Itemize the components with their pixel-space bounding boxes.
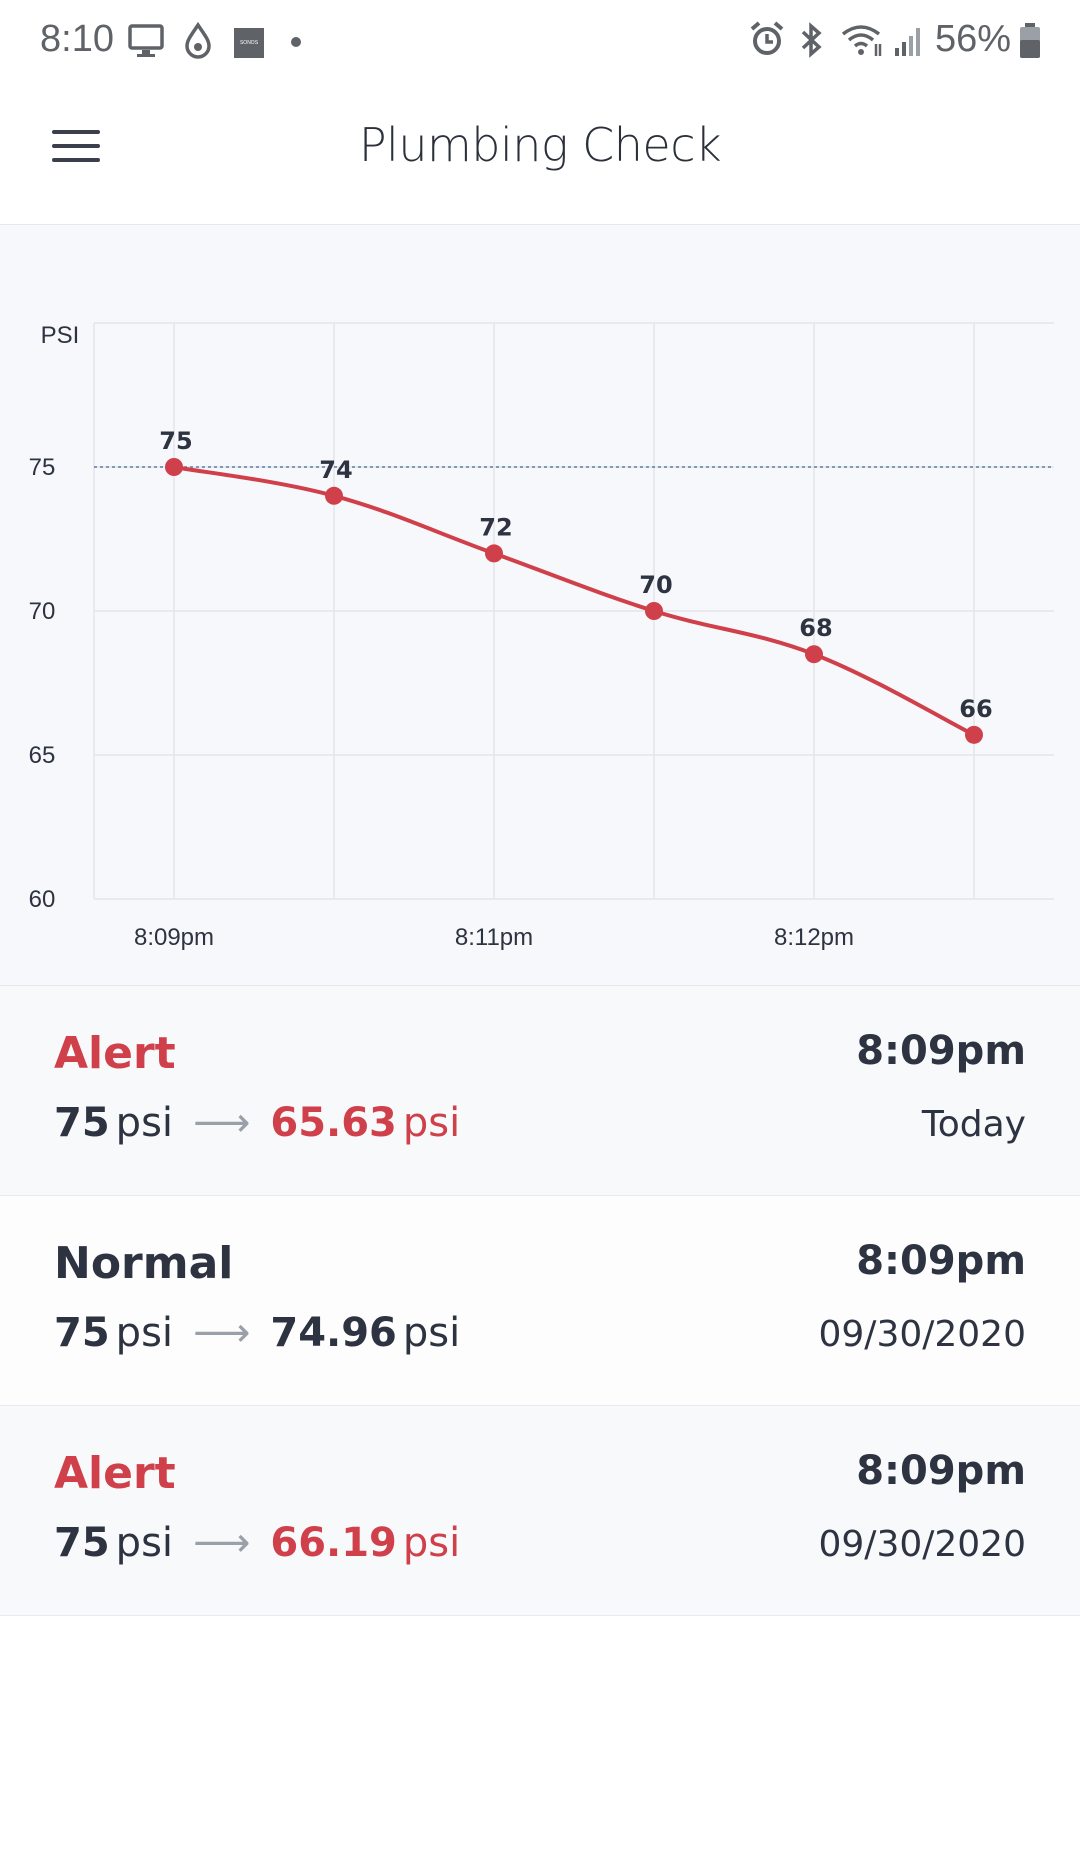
event-time: 8:09pm [856, 1448, 1026, 1494]
status-bar: 8:10 SONOS 56% [0, 0, 1080, 86]
pressure-chart-svg: PSI 75 70 65 60 8:09pm 8:11pm 8:12pm 75 74 72 70 68 6… [29, 322, 1054, 951]
event-row[interactable]: Alert 8:09pm 09/30/2020 75 psi ⟶ 66.19 psi [0, 1406, 1080, 1616]
wifi-icon [841, 25, 882, 56]
arrow-right-icon: ⟶ [193, 1520, 251, 1566]
start-unit: psi [115, 1100, 174, 1146]
pressure-change: 75 psi ⟶ 65.63 psi [54, 1100, 460, 1146]
data-label: 68 [799, 614, 832, 642]
event-time: 8:09pm [856, 1238, 1026, 1284]
end-pressure: 66.19 [270, 1520, 397, 1566]
drop-icon [185, 22, 211, 59]
event-date: 09/30/2020 [818, 1524, 1027, 1565]
start-unit: psi [115, 1520, 174, 1566]
end-pressure: 74.96 [270, 1310, 397, 1356]
data-label: 74 [319, 456, 352, 484]
page-title: Plumbing Check [358, 118, 722, 172]
end-unit: psi [402, 1520, 461, 1566]
battery-icon [1020, 23, 1040, 58]
start-pressure: 75 [54, 1310, 110, 1356]
event-date: Today [921, 1104, 1026, 1145]
data-point [805, 645, 823, 664]
pressure-chart: PSI 75 70 65 60 8:09pm 8:11pm 8:12pm 75 74 72 70 68 6… [0, 224, 1080, 986]
data-label: 72 [479, 513, 512, 541]
data-point [645, 602, 663, 620]
y-tick-label: 60 [29, 886, 56, 913]
dot-icon [291, 37, 301, 47]
start-pressure: 75 [54, 1520, 110, 1566]
y-tick-label: 75 [29, 454, 56, 481]
series-line [173, 465, 975, 737]
end-pressure: 65.63 [270, 1100, 397, 1146]
sonos-icon: SONOS [234, 28, 264, 58]
event-row[interactable]: Alert 8:09pm Today 75 psi ⟶ 65.63 psi [0, 986, 1080, 1196]
event-date: 09/30/2020 [818, 1314, 1027, 1355]
start-unit: psi [115, 1310, 174, 1356]
alarm-icon [750, 21, 784, 55]
end-unit: psi [402, 1310, 461, 1356]
data-label: 70 [639, 571, 672, 599]
data-point [485, 544, 503, 563]
pressure-change: 75 psi ⟶ 66.19 psi [54, 1520, 460, 1566]
data-point [325, 486, 343, 505]
battery-percent: 56% [935, 18, 1012, 60]
end-unit: psi [402, 1100, 461, 1146]
event-time: 8:09pm [856, 1028, 1026, 1074]
data-label: 66 [959, 695, 992, 723]
x-tick-label: 8:09pm [134, 924, 214, 951]
signal-icon [895, 28, 920, 56]
x-tick-label: 8:11pm [455, 924, 533, 951]
monitor-icon [128, 24, 164, 57]
bluetooth-icon [801, 22, 822, 58]
event-status: Normal [54, 1238, 234, 1289]
x-tick-label: 8:12pm [774, 924, 854, 951]
pressure-change: 75 psi ⟶ 74.96 psi [54, 1310, 460, 1356]
y-tick-label: 70 [29, 598, 56, 625]
arrow-right-icon: ⟶ [193, 1100, 251, 1146]
hamburger-menu-icon[interactable] [52, 126, 102, 166]
data-point [165, 458, 183, 476]
event-status: Alert [54, 1448, 176, 1499]
y-axis-label: PSI [41, 322, 80, 349]
event-status: Alert [54, 1028, 176, 1079]
data-label: 75 [159, 427, 192, 455]
event-row[interactable]: Normal 8:09pm 09/30/2020 75 psi ⟶ 74.96 psi [0, 1196, 1080, 1406]
arrow-right-icon: ⟶ [193, 1310, 251, 1356]
app-header: Plumbing Check [0, 86, 1080, 224]
y-tick-label: 65 [29, 742, 56, 769]
start-pressure: 75 [54, 1100, 110, 1146]
status-time: 8:10 [40, 18, 114, 60]
data-point [965, 725, 983, 744]
